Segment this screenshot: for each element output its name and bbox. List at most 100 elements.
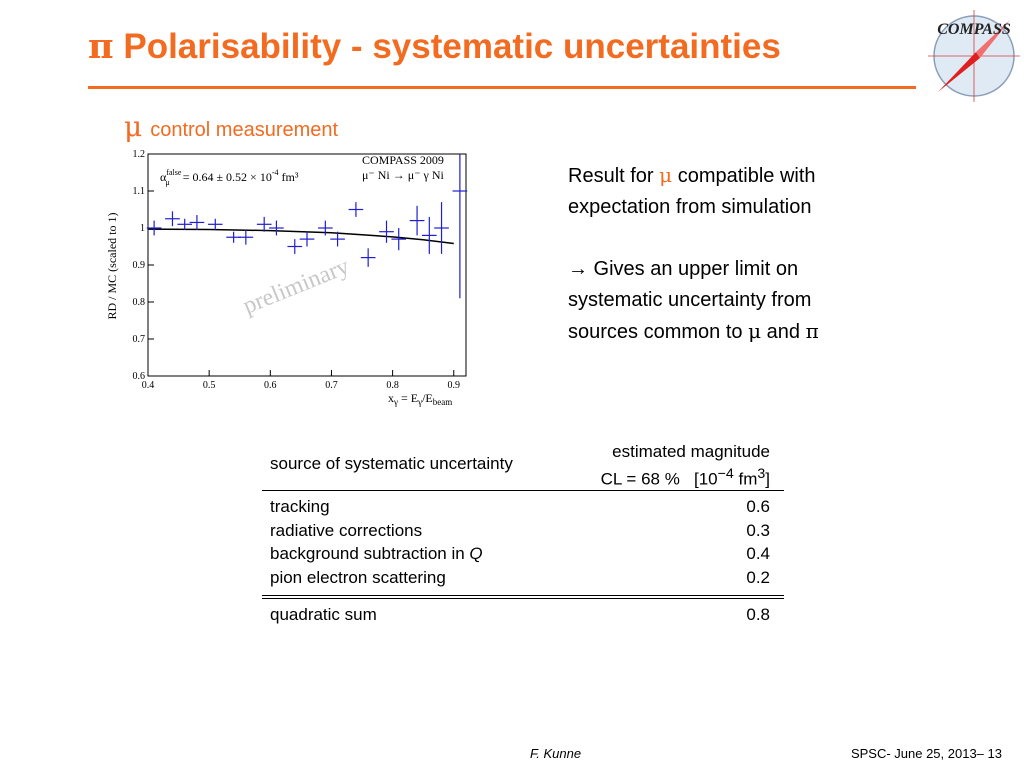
- data-point: [269, 220, 284, 236]
- data-point: [318, 220, 333, 236]
- y-tick-label: 1.1: [133, 186, 146, 197]
- y-tick-label: 1.2: [133, 149, 146, 160]
- header-source: source of systematic uncertainty: [270, 454, 513, 473]
- y-tick-label: 0.7: [133, 334, 146, 345]
- result-spacer: [568, 223, 1008, 254]
- table-row: background subtraction in Q 0.4: [262, 542, 784, 566]
- header-unit-pre: [10: [694, 469, 718, 489]
- data-point: [360, 248, 376, 267]
- y-tick-label: 1: [140, 223, 145, 234]
- data-point: [287, 239, 303, 254]
- data-point: [189, 215, 205, 230]
- table-sum: quadratic sum 0.8: [262, 599, 784, 627]
- header-unit-exp: −4: [717, 466, 734, 482]
- sum-label: quadratic sum: [270, 605, 377, 624]
- title-text: Polarisability - systematic uncertaintie…: [113, 27, 781, 66]
- data-point: [348, 202, 364, 217]
- row-value: 0.6: [746, 497, 770, 516]
- alpha-unit: fm³: [279, 170, 299, 184]
- table-rule-sum: [262, 595, 784, 599]
- row-source: tracking: [270, 497, 330, 516]
- result-line-5-pre: sources common to: [568, 321, 749, 343]
- data-points: [146, 154, 468, 299]
- y-tick-label: 0.6: [133, 371, 146, 382]
- x-tick-label: 0.8: [386, 380, 399, 391]
- row-source: background subtraction in Q: [270, 542, 483, 566]
- data-point: [421, 216, 437, 254]
- data-point: [165, 211, 180, 227]
- result-line-5-pi: π: [805, 319, 819, 343]
- compass-logo: COMPASS: [928, 10, 1020, 102]
- result-mu-symbol: μ: [659, 163, 673, 187]
- row-value: 0.4: [746, 544, 770, 563]
- row-source-italic: Q: [469, 544, 483, 563]
- plot-frame: [147, 153, 467, 377]
- reaction-label: μ⁻ Ni → μ⁻ γ Ni: [362, 168, 445, 182]
- row-value: 0.2: [746, 567, 770, 587]
- x-tick-label: 0.4: [142, 380, 155, 391]
- y-tick-label: 0.9: [133, 260, 146, 271]
- tick-labels: 0.4 0.5 0.6 0.7 0.8 0.9 0.6 0.7 0.8 0.9 1 1.1 1.2: [133, 149, 461, 391]
- data-point: [256, 216, 272, 232]
- table-row: pion electron scattering 0.2: [262, 566, 784, 590]
- row-value: 0.3: [746, 520, 770, 540]
- x-tick-label: 0.9: [448, 380, 461, 391]
- header-unit-close: ]: [765, 469, 770, 489]
- title-pi-symbol: π: [88, 26, 114, 67]
- table-rule-top: [262, 490, 784, 491]
- alpha-superscript: false: [166, 168, 182, 177]
- row-source-text: background subtraction in: [270, 544, 470, 563]
- subheading: μ control measurement: [124, 110, 338, 143]
- alpha-symbol: α: [160, 170, 167, 184]
- result-arrow-line: → Gives an upper limit on: [568, 258, 799, 280]
- footer-info: SPSC- June 25, 2013– 13: [850, 746, 1002, 761]
- data-point: [379, 220, 394, 243]
- title-underline: [88, 86, 916, 89]
- logo-text: COMPASS: [937, 21, 1011, 38]
- result-line-5-mu: μ: [748, 319, 762, 343]
- data-point: [238, 229, 254, 245]
- subheading-text: control measurement: [150, 119, 339, 141]
- result-line-4: systematic uncertainty from: [568, 289, 812, 311]
- logo-needle-tail: [976, 20, 1010, 58]
- x-tick-label: 0.6: [264, 380, 277, 391]
- footer-author: F. Kunne: [530, 746, 582, 761]
- subheading-mu-symbol: μ: [124, 110, 143, 143]
- table-row: radiative corrections 0.3: [262, 519, 784, 543]
- logo-needle: [938, 52, 980, 92]
- data-point: [391, 228, 407, 251]
- table-body: tracking 0.6 radiative corrections 0.3 bac…: [262, 491, 784, 595]
- fit-curve: [147, 228, 454, 245]
- header-cl: CL = 68 %: [600, 469, 680, 489]
- alpha-result: αfalse μ = 0.64 ± 0.52 × 10-4 fm³: [160, 168, 299, 187]
- data-point: [299, 231, 315, 247]
- result-line-1-post: compatible with: [672, 165, 816, 187]
- data-point: [409, 205, 425, 236]
- y-axis-label: RD / MC (scaled to 1): [105, 213, 119, 320]
- row-source: radiative corrections: [270, 520, 423, 540]
- header-estimated: estimated magnitude: [612, 442, 770, 461]
- experiment-label: COMPASS 2009: [362, 153, 444, 167]
- result-line-1: Result for μ compatible with: [568, 160, 1008, 192]
- header-unit-exp2: 3: [757, 466, 766, 482]
- x-tick-label: 0.5: [203, 380, 216, 391]
- x-axis-label: xγ = Eγ/Ebeam: [388, 391, 452, 407]
- data-point: [330, 231, 345, 247]
- header-unit-post: fm: [733, 469, 758, 489]
- ratio-plot: 0.4 0.5 0.6 0.7 0.8 0.9 0.6 0.7 0.8 0.9 1 1.1 1.2 CO…: [105, 149, 468, 407]
- result-line-5-and: and: [761, 321, 806, 343]
- row-source: pion electron scattering: [270, 567, 446, 587]
- data-point: [177, 218, 193, 230]
- table-header: source of systematic uncertainty estimat…: [262, 438, 784, 490]
- alpha-value: = 0.64 ± 0.52 × 10: [180, 170, 272, 184]
- systematics-table: source of systematic uncertainty estimat…: [262, 438, 784, 627]
- data-point: [434, 202, 449, 254]
- result-line-1-pre: Result for: [568, 165, 660, 187]
- header-cl-unit: CL = 68 % [10−4 fm3]: [601, 466, 770, 490]
- data-point: [146, 220, 162, 236]
- x-tick-label: 0.7: [325, 380, 338, 391]
- sum-row: quadratic sum 0.8: [262, 603, 784, 627]
- slide-title: π Polarisability - systematic uncertaint…: [88, 26, 781, 67]
- y-tick-label: 0.8: [133, 297, 146, 308]
- alpha-subscript: μ: [165, 178, 169, 187]
